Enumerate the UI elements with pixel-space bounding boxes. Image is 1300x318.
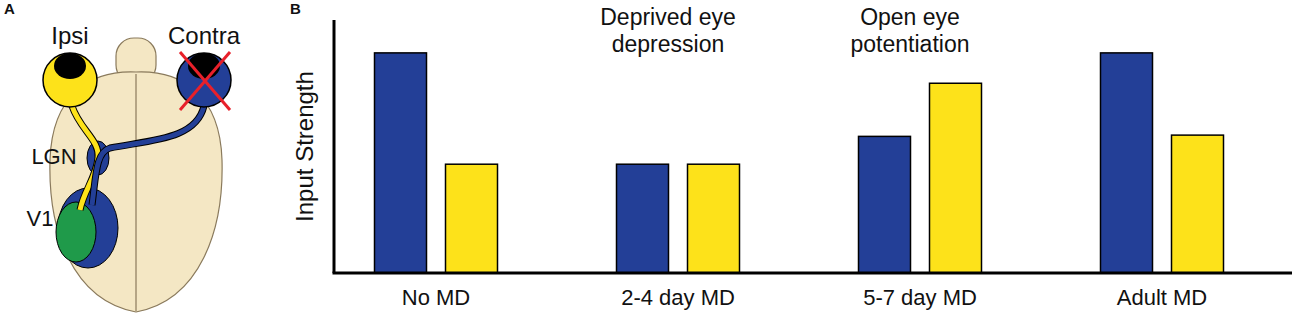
- contra-pathway: [92, 106, 204, 205]
- panel-b: B Input Strength No MD 2-4 day MD 5-7 day MD…: [290, 0, 1292, 310]
- bars: [375, 53, 1224, 273]
- deprivation-cross: [180, 52, 230, 110]
- eye-label: Contra: [168, 22, 241, 49]
- annotation: Deprived eye depression: [588, 4, 748, 58]
- region-label: LGN: [31, 144, 76, 169]
- panel-a: A Ipsi Contra LGN V1: [4, 0, 241, 312]
- brain: [50, 72, 222, 312]
- y-axis-label: Input Strength: [291, 71, 318, 222]
- annotation: Open eye potentiation: [830, 4, 990, 58]
- x-tick-label: No MD: [402, 285, 470, 310]
- bar: [859, 136, 911, 273]
- bar: [617, 164, 669, 273]
- contra-pathway-outline: [92, 106, 204, 205]
- midline: [135, 74, 136, 311]
- ipsi-pupil: [54, 53, 86, 79]
- bar: [1172, 135, 1224, 273]
- bar: [375, 53, 427, 273]
- ipsi-eye: [43, 53, 97, 107]
- bar: [930, 83, 982, 273]
- region-label: V1: [27, 206, 54, 231]
- deprivation-cross: [180, 52, 230, 110]
- x-tick-label: Adult MD: [1117, 285, 1207, 310]
- panel-label: A: [4, 0, 15, 17]
- x-axis: [333, 272, 1293, 275]
- v1-binocular-zone: [56, 202, 96, 262]
- panel-label: B: [290, 0, 301, 17]
- page: {"diagram": {"panel_label": "A", "labels…: [0, 0, 1300, 318]
- bar: [1101, 53, 1153, 273]
- x-tick-label: 2-4 day MD: [621, 285, 735, 310]
- y-axis: [333, 20, 336, 273]
- bar: [688, 164, 740, 273]
- eye-label: Ipsi: [51, 22, 88, 49]
- bar: [446, 164, 498, 273]
- x-tick-label: 5-7 day MD: [863, 285, 977, 310]
